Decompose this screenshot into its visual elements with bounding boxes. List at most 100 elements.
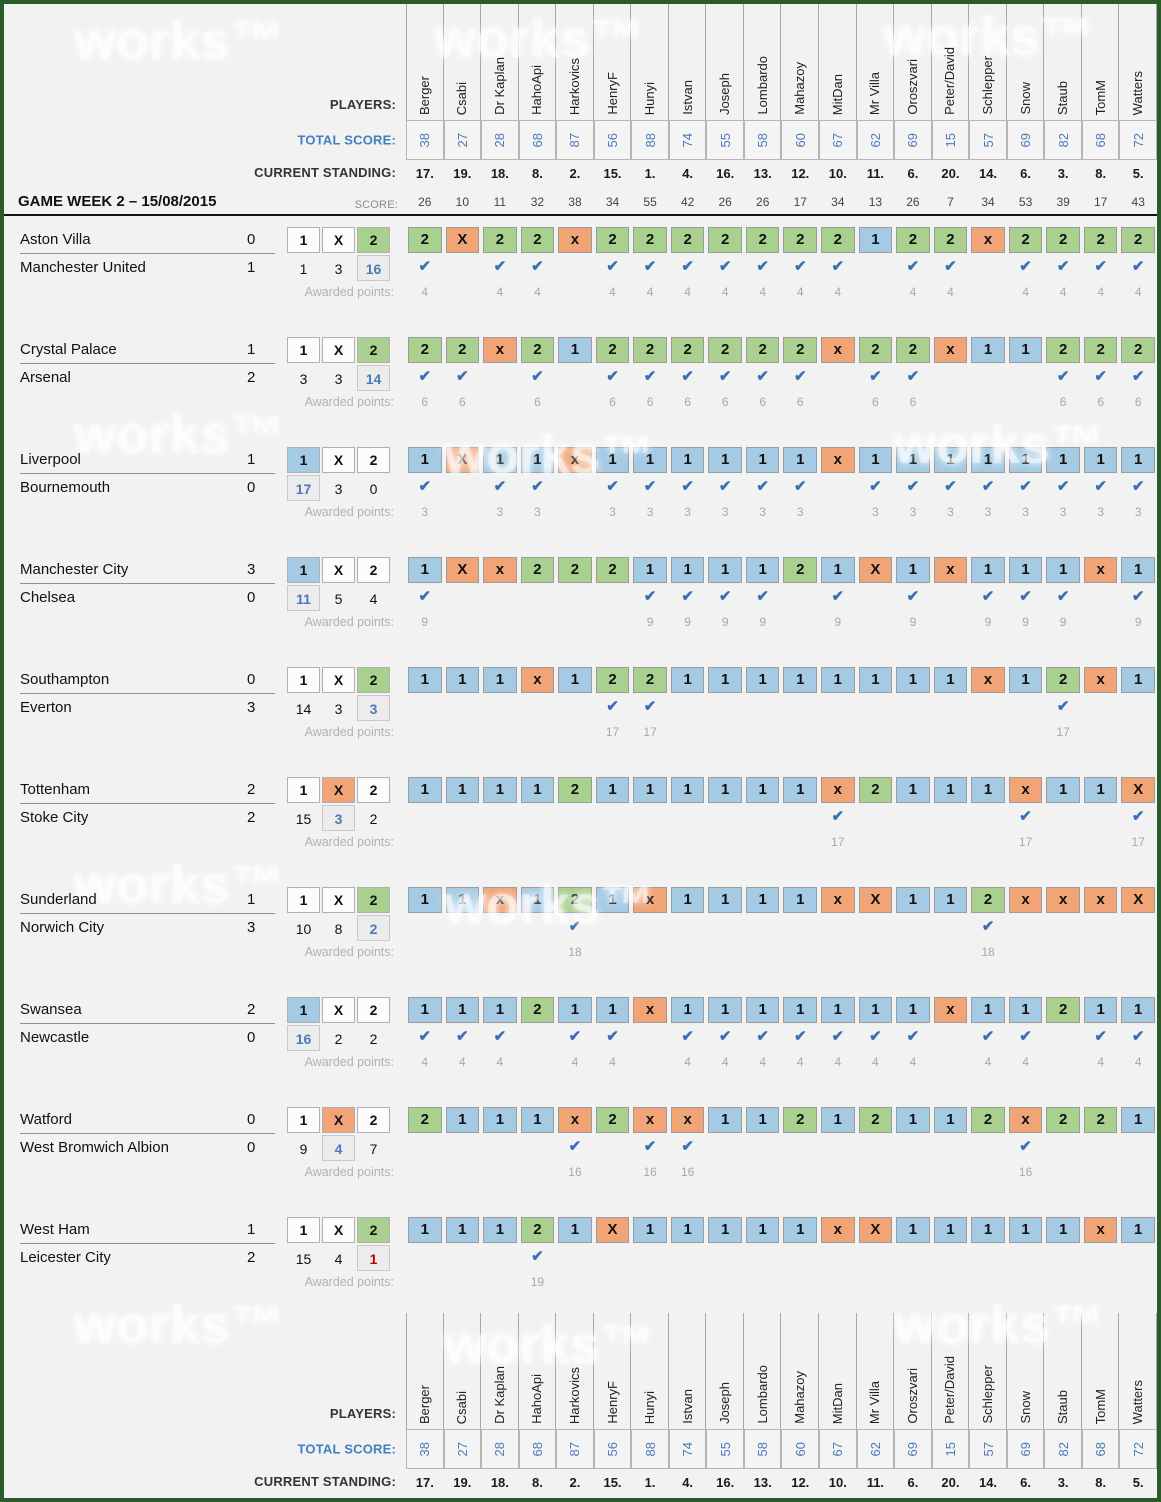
match-block: Crystal Palace 1 1 X 2 2 2 x 2 1 2 2 2 2 2 2 x 2 2 x 1 1 2 2 2 Ar… bbox=[4, 336, 1157, 417]
standing-value: 3. bbox=[1057, 166, 1069, 181]
total-score-value: 28 bbox=[492, 1441, 508, 1457]
awarded-points-value: 3 bbox=[1097, 505, 1104, 519]
awarded-points-row: Awarded points: 19 bbox=[4, 1272, 1157, 1297]
awarded-points-value: 3 bbox=[909, 505, 917, 519]
prediction-cell: 2 bbox=[1083, 1107, 1118, 1133]
correct-check: ✔ bbox=[1131, 808, 1145, 825]
correct-check bbox=[594, 1134, 632, 1162]
points-grid: 9 9 9 9 9 9 9 9 9 9 9 bbox=[406, 612, 1157, 637]
away-team-name: Arsenal bbox=[20, 369, 71, 386]
awarded-points-value bbox=[1044, 1052, 1082, 1077]
awarded-points-value bbox=[781, 1272, 819, 1297]
total-score-cell: 57 bbox=[969, 120, 1007, 160]
prediction-cell: 2 bbox=[633, 667, 667, 693]
team-divider-line bbox=[20, 253, 275, 254]
prediction-cell: 1 bbox=[558, 997, 592, 1023]
prediction-cell: 1 bbox=[971, 1217, 1005, 1243]
odds-value: 3 bbox=[299, 371, 308, 387]
awarded-points-value: 6 bbox=[909, 395, 917, 409]
bet-option-cell: X bbox=[322, 557, 355, 583]
odds-value: 14 bbox=[357, 365, 390, 391]
total-score-cell: 88 bbox=[631, 120, 669, 160]
correct-check bbox=[932, 694, 970, 722]
player-column: HahoApi bbox=[519, 4, 557, 120]
gameweek-score-value: 34 bbox=[605, 195, 620, 209]
correct-check: ✔ bbox=[493, 258, 507, 275]
correct-check: ✔ bbox=[793, 1028, 807, 1045]
correct-check bbox=[932, 914, 970, 942]
correct-check bbox=[819, 914, 857, 942]
player-column: Mr Villa bbox=[857, 1313, 895, 1429]
prediction-cell: x bbox=[821, 447, 855, 473]
player-name: Peter/David bbox=[942, 47, 958, 115]
awarded-points-value: 3 bbox=[1134, 505, 1142, 519]
prediction-cell: 1 bbox=[670, 557, 705, 583]
awarded-points-value bbox=[631, 1052, 669, 1077]
prediction-cell: 2 bbox=[783, 227, 818, 253]
total-score-cell: 58 bbox=[743, 120, 782, 160]
player-name: Hunyi bbox=[642, 1390, 658, 1424]
away-team-name: West Bromwich Albion bbox=[20, 1139, 169, 1156]
awarded-points-value bbox=[744, 832, 782, 857]
match-odds-row: Stoke City 2 15 3 2 ✔ ✔ ✔ bbox=[4, 804, 1157, 832]
player-name: Schlepper bbox=[980, 1365, 996, 1424]
correct-check bbox=[819, 694, 857, 722]
awarded-points-value: 4 bbox=[796, 285, 804, 299]
awarded-points-value bbox=[1082, 942, 1120, 967]
awarded-points-value: 19 bbox=[530, 1275, 545, 1289]
correct-check: ✔ bbox=[1019, 258, 1032, 275]
prediction-cell: x bbox=[520, 667, 555, 693]
correct-check: ✔ bbox=[1019, 808, 1032, 825]
awarded-points-value: 4 bbox=[684, 285, 691, 299]
correct-check: ✔ bbox=[906, 258, 920, 275]
prediction-cell: 2 bbox=[670, 337, 705, 363]
total-score-cell: 88 bbox=[631, 1429, 669, 1469]
correct-check bbox=[444, 1134, 482, 1162]
awarded-points-label-wrap: Awarded points: bbox=[4, 392, 406, 417]
correct-check: ✔ bbox=[1056, 478, 1070, 495]
awarded-points-value: 9 bbox=[984, 615, 992, 629]
prediction-cell: 1 bbox=[1046, 777, 1080, 803]
correct-check bbox=[556, 474, 594, 502]
awarded-points-value: 3 bbox=[721, 505, 729, 519]
prediction-cell: 2 bbox=[1046, 1107, 1080, 1133]
prediction-cell: 1 bbox=[933, 447, 968, 473]
away-team-name: Leicester City bbox=[20, 1249, 111, 1266]
odds-values: 3 3 14 bbox=[287, 365, 390, 391]
prediction-cell: 1 bbox=[633, 557, 667, 583]
awarded-points-value bbox=[519, 1162, 557, 1187]
awarded-points-value bbox=[894, 722, 932, 747]
total-score-label-wrap: TOTAL SCORE: bbox=[4, 1429, 406, 1469]
awarded-points-value: 17 bbox=[831, 835, 845, 849]
awarded-points-row: Awarded points: 9 9 9 9 9 9 9 9 9 9 9 bbox=[4, 612, 1157, 637]
correct-check bbox=[1044, 804, 1082, 832]
prediction-cell: 1 bbox=[783, 1217, 818, 1243]
gameweek-scores-grid: 26 10 11 32 38 34 55 42 26 26 17 34 13 26 7 34 53 39 17 43 bbox=[406, 195, 1157, 209]
total-score-value: 69 bbox=[905, 1441, 921, 1457]
standing-value: 6. bbox=[1020, 166, 1031, 181]
total-score-cell: 60 bbox=[781, 1429, 820, 1469]
total-score-cell: 56 bbox=[593, 120, 632, 160]
correct-check bbox=[744, 914, 782, 942]
gameweek-score-value: 39 bbox=[1056, 195, 1070, 209]
bet-option-cell: 1 bbox=[287, 557, 320, 583]
away-team-name: Norwich City bbox=[20, 919, 105, 936]
player-column: Lombardo bbox=[744, 1313, 782, 1429]
awarded-points-value bbox=[669, 1272, 707, 1297]
player-name: Berger bbox=[417, 75, 433, 115]
home-team-name: Watford bbox=[20, 1111, 72, 1128]
player-column: Istvan bbox=[669, 1313, 707, 1429]
correct-check: ✔ bbox=[643, 368, 657, 385]
awarded-points-value bbox=[481, 1272, 519, 1297]
gameweek-score-value: 32 bbox=[530, 195, 545, 209]
correct-check: ✔ bbox=[1056, 698, 1070, 715]
correct-check: ✔ bbox=[718, 368, 732, 385]
total-score-value: 82 bbox=[1055, 132, 1071, 148]
correct-check: ✔ bbox=[831, 258, 845, 275]
player-column: Joseph bbox=[706, 4, 744, 120]
correct-check bbox=[706, 804, 744, 832]
correct-check: ✔ bbox=[568, 1138, 582, 1155]
